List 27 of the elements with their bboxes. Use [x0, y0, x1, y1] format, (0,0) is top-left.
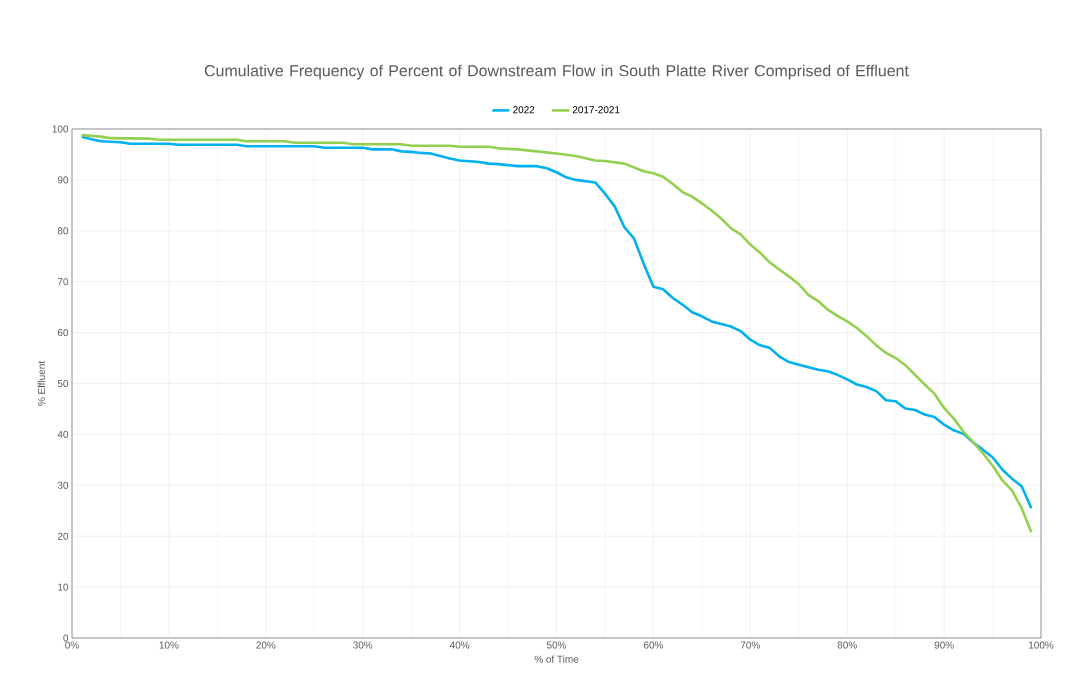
legend-label: 2017-2021 — [572, 106, 620, 114]
x-axis-title: % of Time — [534, 655, 579, 663]
y-tick-label: 30 — [57, 481, 69, 489]
y-tick-label: 90 — [57, 176, 69, 184]
x-tick-label: 60% — [643, 641, 664, 649]
y-tick-label: 50 — [57, 379, 69, 388]
y-tick-label: 0 — [63, 634, 69, 642]
x-tick-label: 0% — [65, 641, 79, 649]
x-tick-label: 70% — [740, 641, 760, 649]
chart-title: Cumulative Frequency of Percent of Downstream Flow in South Platte River Comprised of Effluent — [204, 64, 909, 80]
x-tick-label: 50% — [546, 641, 567, 649]
y-tick-label: 60 — [57, 329, 69, 337]
x-tick-label: 40% — [449, 641, 470, 649]
x-tick-label: 20% — [256, 641, 276, 649]
x-tick-label: 90% — [934, 641, 954, 649]
x-tick-label: 30% — [353, 641, 373, 649]
y-tick-label: 80 — [57, 227, 69, 235]
x-tick-label: 10% — [159, 641, 179, 649]
y-tick-label: 40 — [57, 430, 69, 438]
x-tick-label: 100% — [1029, 641, 1054, 649]
y-tick-label: 20 — [57, 532, 69, 540]
x-tick-label: 80% — [837, 641, 857, 649]
y-tick-label: 10 — [58, 583, 69, 591]
y-tick-label: 70 — [57, 278, 69, 286]
y-tick-label: 100 — [52, 125, 69, 133]
legend-label: 2022 — [513, 106, 535, 114]
y-axis-title: % Effluent — [37, 360, 46, 406]
